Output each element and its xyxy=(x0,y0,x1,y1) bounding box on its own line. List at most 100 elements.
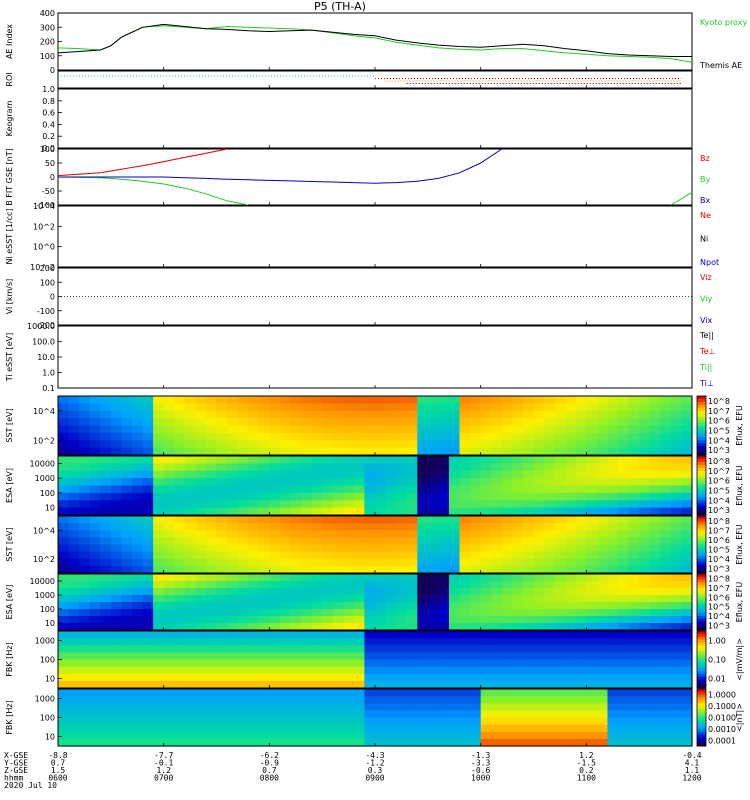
heatmap-cell xyxy=(269,659,281,668)
heatmap-cell xyxy=(100,595,112,603)
heatmap-cell xyxy=(205,478,218,487)
heatmap-cell xyxy=(132,403,144,412)
heatmap-cell xyxy=(628,440,640,449)
heatmap-cell xyxy=(470,456,482,464)
heatmap-cell xyxy=(237,673,249,682)
heatmap-cell xyxy=(184,680,196,689)
heatmap-cell xyxy=(311,738,323,747)
heatmap-cell xyxy=(332,631,344,639)
colorbar-cell xyxy=(697,570,706,574)
y-tick-label: 0.6 xyxy=(42,109,55,118)
heatmap-cell xyxy=(110,638,122,646)
heatmap-cell xyxy=(596,530,609,538)
heatmap-cell xyxy=(607,432,619,441)
heatmap-cell xyxy=(417,463,429,472)
heatmap-cell xyxy=(459,558,471,567)
heatmap-cell xyxy=(153,623,165,631)
heatmap-cell xyxy=(322,731,334,740)
heatmap-cell xyxy=(184,724,196,733)
heatmap-cell xyxy=(79,623,91,631)
heatmap-cell xyxy=(533,544,545,553)
heatmap-cell xyxy=(279,717,292,726)
heatmap-cell xyxy=(269,666,281,675)
heatmap-cell xyxy=(491,652,503,661)
heatmap-cell xyxy=(459,645,471,653)
heatmap-cell xyxy=(681,500,693,509)
heatmap-cell xyxy=(501,652,513,661)
heatmap-cell xyxy=(79,544,91,553)
legend-entry: Kyoto proxy AE xyxy=(700,18,750,27)
heatmap-cell xyxy=(639,544,651,553)
heatmap-cell xyxy=(660,440,672,449)
heatmap-cell xyxy=(174,638,186,646)
heatmap-cell xyxy=(174,581,186,589)
heatmap-cell xyxy=(163,724,175,733)
heatmap-cell xyxy=(205,558,218,567)
heatmap-cell xyxy=(322,689,334,697)
heatmap-cell xyxy=(343,581,355,589)
heatmap-cell xyxy=(459,456,471,464)
heatmap-cell xyxy=(554,710,566,719)
heatmap-cell xyxy=(586,516,598,524)
heatmap-cell xyxy=(596,516,609,524)
heatmap-cell xyxy=(248,456,260,464)
heatmap-cell xyxy=(279,565,292,574)
heatmap-cell xyxy=(332,588,344,596)
heatmap-cell xyxy=(406,666,418,675)
heatmap-cell xyxy=(121,516,133,524)
y-tick-label: 10000 xyxy=(30,459,55,468)
heatmap-cell xyxy=(58,673,70,682)
colorbar-cell xyxy=(697,731,706,736)
heatmap-cell xyxy=(58,440,70,449)
heatmap-cell xyxy=(649,689,661,697)
heatmap-cell xyxy=(322,447,334,456)
heatmap-cell xyxy=(565,425,577,434)
heatmap-cell xyxy=(364,492,376,501)
heatmap-cell xyxy=(501,463,513,472)
heatmap-cell xyxy=(205,645,218,653)
heatmap-cell xyxy=(89,478,101,487)
heatmap-cell xyxy=(142,418,154,427)
footer-value: -4.3 xyxy=(365,751,384,760)
heatmap-cell xyxy=(480,666,492,675)
heatmap-cell xyxy=(279,588,292,596)
heatmap-cell xyxy=(544,696,556,704)
heatmap-cell xyxy=(628,710,640,719)
heatmap-cell xyxy=(670,689,683,697)
heatmap-cell xyxy=(110,666,122,675)
heatmap-cell xyxy=(311,544,323,553)
heatmap-cell xyxy=(459,703,471,711)
heatmap-cell xyxy=(396,544,408,553)
y-tick-label: 10^2 xyxy=(33,436,55,445)
heatmap-cell xyxy=(565,666,577,675)
heatmap-cell xyxy=(449,645,461,653)
heatmap-cell xyxy=(174,440,186,449)
heatmap-cell xyxy=(68,738,80,747)
heatmap-cell xyxy=(522,403,535,412)
heatmap-cell xyxy=(301,623,313,631)
heatmap-cell xyxy=(501,544,513,553)
heatmap-cell xyxy=(670,410,683,419)
heatmap-cell xyxy=(375,418,387,427)
heatmap-cell xyxy=(121,631,133,639)
heatmap-cell xyxy=(607,507,619,516)
y-axis-label: Keogram xyxy=(5,100,14,136)
footer-value: 1.5 xyxy=(51,766,66,775)
heatmap-cell xyxy=(681,403,693,412)
heatmap-cell xyxy=(153,696,165,704)
heatmap-cell xyxy=(522,652,535,661)
heatmap-cell xyxy=(89,418,101,427)
heatmap-cell xyxy=(68,631,80,639)
heatmap-cell xyxy=(132,500,144,509)
heatmap-cell xyxy=(142,581,154,589)
heatmap-cell xyxy=(491,432,503,441)
heatmap-cell xyxy=(353,680,366,689)
colorbar-tick-label: 10^8 xyxy=(708,575,730,584)
heatmap-cell xyxy=(639,595,651,603)
heatmap-cell xyxy=(522,731,535,740)
heatmap-cell xyxy=(544,689,556,697)
heatmap-cell xyxy=(290,440,302,449)
heatmap-cell xyxy=(533,537,545,546)
heatmap-cell xyxy=(427,396,439,404)
heatmap-cell xyxy=(533,602,545,610)
